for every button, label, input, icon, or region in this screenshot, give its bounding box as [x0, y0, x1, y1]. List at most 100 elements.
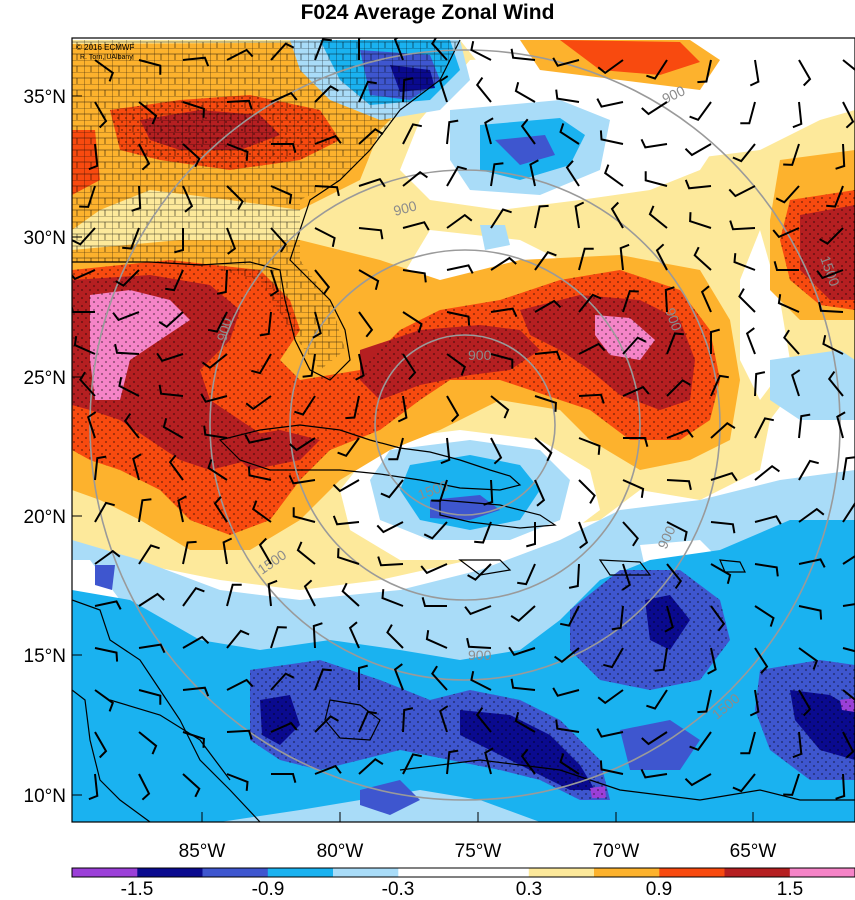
wind-barb [798, 59, 812, 87]
wind-barb [446, 165, 467, 187]
wind-barb [835, 773, 846, 800]
wind-barb [270, 91, 298, 103]
wind-barb [470, 670, 492, 691]
wind-barb [578, 293, 602, 313]
wind-barb [483, 479, 494, 506]
wind-barb [207, 459, 228, 481]
wind-barb [508, 646, 536, 656]
wind-barb [842, 456, 855, 481]
wind-barb [749, 689, 760, 717]
wind-barb [798, 413, 811, 439]
wind-barb [520, 118, 536, 145]
wind-barb [288, 474, 316, 485]
wind-barb [115, 269, 140, 287]
wind-barb [182, 56, 210, 67]
wind-barb [517, 563, 536, 586]
wind-barb [245, 395, 272, 411]
wind-barb [819, 227, 844, 245]
longitude-label: 80°W [317, 841, 364, 862]
wind-barb [710, 563, 732, 584]
wind-barb [168, 454, 184, 481]
wind-barb [749, 59, 760, 87]
wind-barb [226, 678, 254, 691]
wind-barb [73, 336, 96, 355]
wind-barb [94, 501, 115, 523]
wind-barb [446, 395, 460, 423]
wind-barb [754, 417, 775, 439]
wind-barb [622, 521, 639, 547]
wind-barb [475, 707, 492, 733]
wind-barb [296, 541, 316, 565]
wind-barb [226, 143, 249, 161]
wind-barb [684, 773, 712, 787]
wind-barb [666, 379, 691, 397]
wind-barb [402, 221, 430, 231]
wind-barb [710, 422, 736, 439]
colorbar-swatch [789, 868, 855, 877]
wind-barb [732, 143, 756, 163]
wind-barb [303, 579, 316, 607]
wind-barb [386, 624, 404, 649]
wind-barb [358, 269, 380, 290]
wind-barb [226, 99, 253, 110]
wind-barb [578, 479, 596, 504]
wind-barb [332, 515, 360, 526]
colorbar-swatch [137, 868, 204, 877]
wind-barb [226, 583, 242, 607]
wind-barb [376, 521, 404, 534]
wind-barb [754, 605, 775, 627]
wind-barb [842, 502, 855, 523]
wind-barb [578, 393, 605, 404]
wind-barb [94, 549, 121, 565]
wind-barb [475, 77, 492, 103]
wind-barb [226, 227, 237, 255]
wind-barb [446, 353, 467, 376]
wind-barb [798, 689, 812, 717]
colorbar-swatch [724, 868, 791, 877]
wind-barb [792, 101, 803, 129]
wind-barb [247, 466, 272, 481]
wind-barb [207, 311, 228, 333]
wind-barb [423, 521, 448, 540]
wind-barb [745, 327, 756, 355]
wind-barb [622, 385, 650, 397]
wind-barb [114, 343, 140, 355]
wind-barb [165, 269, 184, 292]
wind-barb [177, 495, 187, 523]
wind-barb [182, 635, 210, 649]
wind-barb [358, 178, 386, 188]
colorbar-tick-label: -0.9 [252, 879, 285, 900]
colorbar-swatch [202, 868, 269, 877]
wind-barb [182, 143, 201, 168]
wind-barb [72, 304, 95, 313]
wind-barb [138, 592, 165, 607]
colorbar-swatch [463, 868, 530, 877]
wind-barb [88, 773, 99, 801]
wind-barb [664, 286, 675, 313]
wind-barb [654, 647, 668, 672]
wind-barb [312, 622, 323, 649]
wind-barb [94, 101, 108, 129]
wind-barb [798, 459, 819, 481]
latitude-label: 25°N [24, 368, 66, 389]
wind-barb [623, 437, 649, 447]
wind-barb [332, 479, 360, 493]
wind-barb [446, 213, 473, 229]
wind-barb [138, 59, 162, 75]
wind-barb [666, 479, 692, 491]
wind-barb [138, 143, 151, 171]
colorbar-tick-label: 0.3 [516, 879, 542, 900]
wind-barb [421, 597, 447, 607]
wind-barb [440, 437, 451, 465]
latitude-label: 30°N [24, 228, 66, 249]
wind-barb [182, 101, 205, 118]
wind-barb [534, 250, 557, 271]
wind-barb [646, 689, 668, 710]
wind-barb [314, 134, 342, 145]
wind-barb [270, 185, 293, 204]
wind-barb [94, 689, 115, 712]
wind-barb [314, 668, 332, 691]
wind-barb [666, 563, 683, 589]
wind-barb [94, 600, 122, 610]
wind-barb [244, 434, 272, 444]
